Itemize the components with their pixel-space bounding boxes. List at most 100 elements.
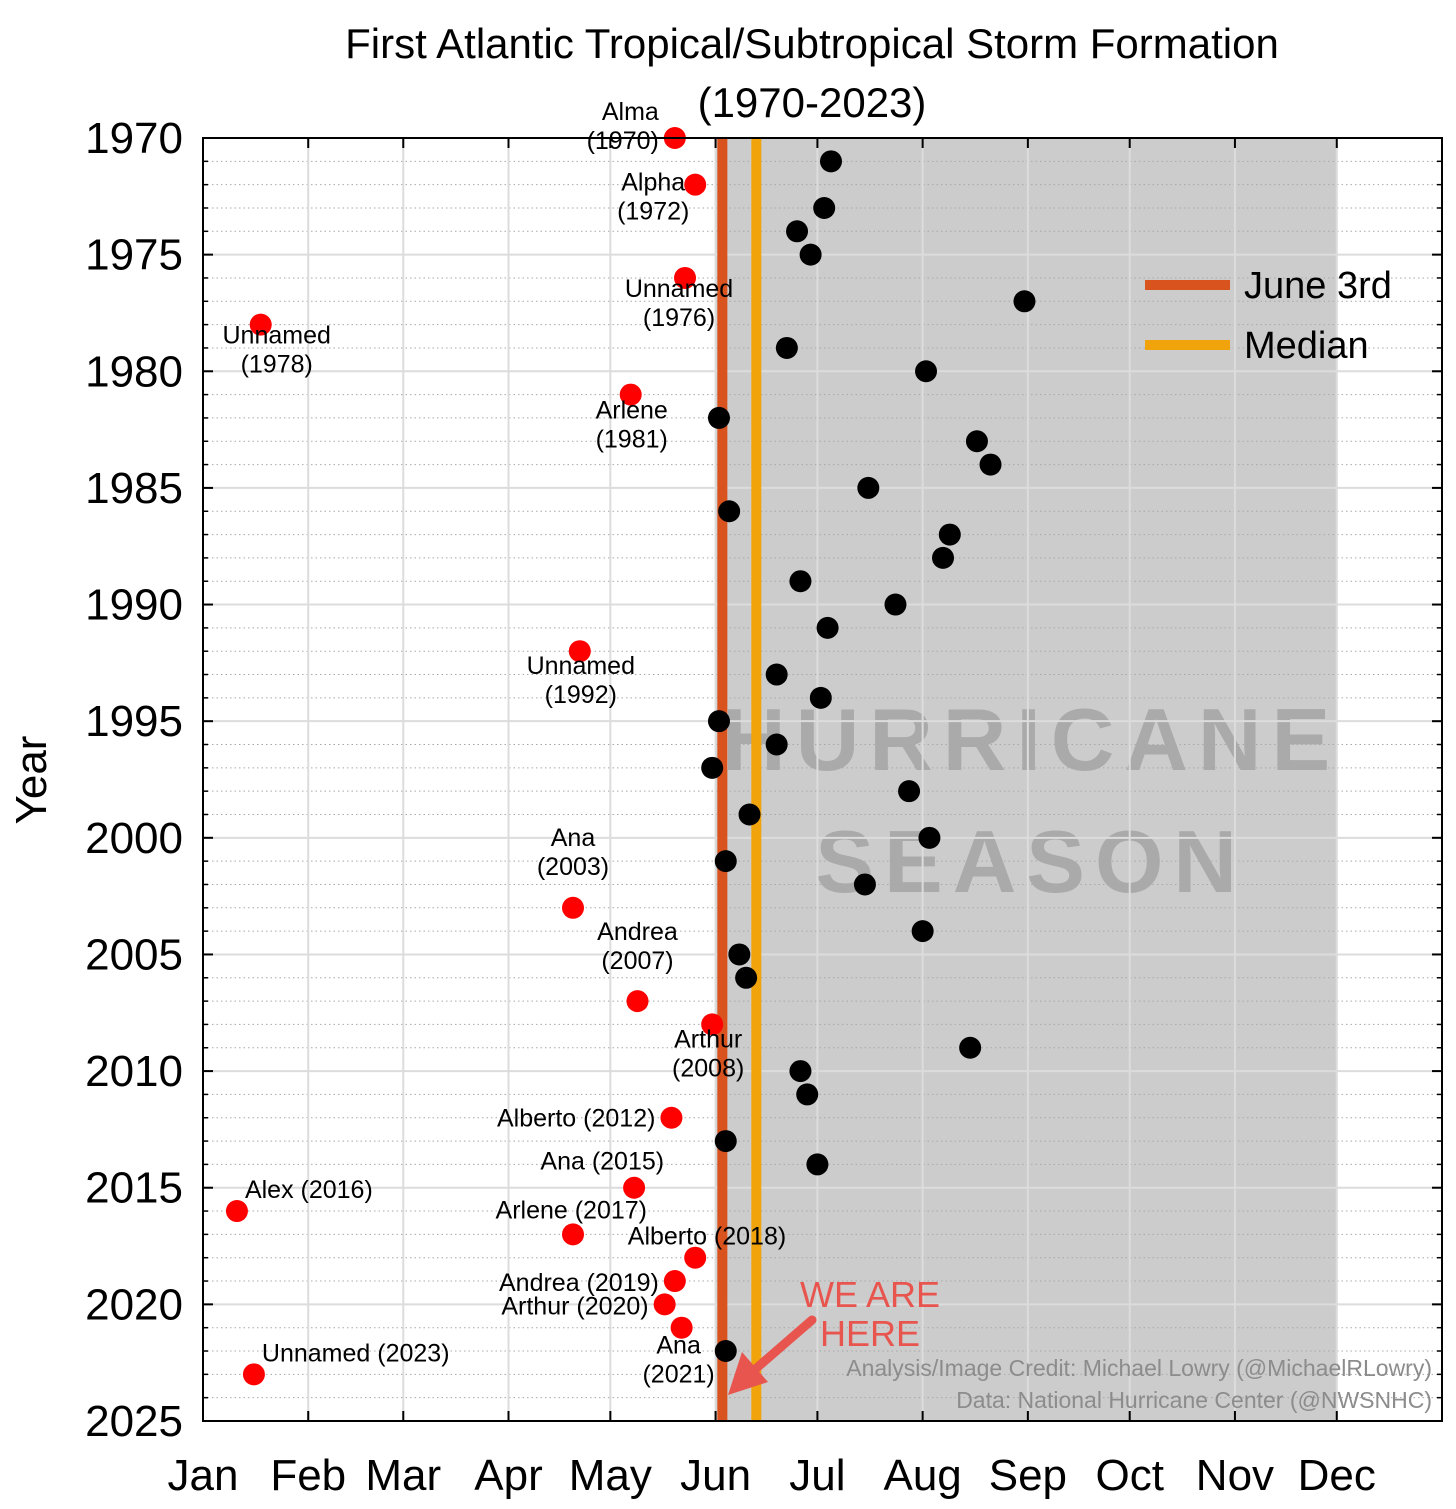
x-tick-label: Dec bbox=[1298, 1451, 1376, 1500]
point-label: Unnamed (1978) bbox=[223, 322, 331, 379]
data-point bbox=[707, 406, 730, 429]
data-point bbox=[932, 546, 955, 569]
y-tick-label: 2010 bbox=[85, 1047, 183, 1096]
data-point bbox=[249, 313, 272, 336]
y-tick-label: 2000 bbox=[85, 814, 183, 863]
data-point bbox=[568, 640, 591, 663]
data-point bbox=[684, 173, 707, 196]
data-point bbox=[626, 990, 649, 1013]
data-point bbox=[765, 733, 788, 756]
data-point bbox=[660, 1106, 683, 1129]
data-point bbox=[225, 1200, 248, 1223]
data-point bbox=[1013, 290, 1036, 313]
x-tick-label: Sep bbox=[989, 1451, 1067, 1500]
data-point bbox=[242, 1363, 265, 1386]
point-label: Andrea (2007) bbox=[597, 918, 678, 975]
y-tick-label: 1990 bbox=[85, 581, 183, 630]
data-point bbox=[562, 1223, 585, 1246]
data-point bbox=[684, 1246, 707, 1269]
point-label: Alberto (2018) bbox=[628, 1223, 786, 1251]
point-label: Alpha (1972) bbox=[617, 169, 689, 226]
hurricane-season-shade bbox=[715, 138, 1337, 1421]
point-label: Arlene (1981) bbox=[596, 397, 668, 454]
point-label: Alma (1970) bbox=[587, 98, 659, 155]
data-point bbox=[714, 1340, 737, 1363]
data-point bbox=[735, 966, 758, 989]
point-label: Unnamed (1976) bbox=[625, 275, 733, 332]
y-tick-label: 1995 bbox=[85, 697, 183, 746]
x-tick-label: Feb bbox=[270, 1451, 346, 1500]
point-label: Ana (2021) bbox=[642, 1332, 714, 1389]
data-point bbox=[915, 360, 938, 383]
data-point bbox=[918, 826, 941, 849]
data-point bbox=[623, 1176, 646, 1199]
y-tick-label: 2020 bbox=[85, 1280, 183, 1329]
data-point bbox=[789, 570, 812, 593]
data-point bbox=[674, 266, 697, 289]
y-tick-label: 2025 bbox=[85, 1397, 183, 1446]
annotation-arrow-head bbox=[728, 1352, 768, 1395]
y-tick-label: 1985 bbox=[85, 464, 183, 513]
data-point bbox=[738, 803, 761, 826]
data-point bbox=[718, 500, 741, 523]
data-point bbox=[786, 220, 809, 243]
x-tick-label: Aug bbox=[883, 1451, 961, 1500]
data-point bbox=[707, 710, 730, 733]
data-point bbox=[619, 383, 642, 406]
data-point bbox=[979, 453, 1002, 476]
data-point bbox=[663, 1270, 686, 1293]
point-label: Unnamed (2023) bbox=[262, 1339, 450, 1367]
annotation-arrow-shaft bbox=[747, 1315, 817, 1377]
data-point bbox=[789, 1060, 812, 1083]
x-tick-label: Nov bbox=[1196, 1451, 1274, 1500]
point-label: Alex (2016) bbox=[245, 1176, 373, 1204]
data-point bbox=[653, 1293, 676, 1316]
point-label: Unnamed (1992) bbox=[527, 652, 635, 709]
point-label: Arthur (2020) bbox=[501, 1292, 648, 1320]
point-label: Arthur (2008) bbox=[672, 1025, 744, 1082]
y-tick-label: 2015 bbox=[85, 1164, 183, 1213]
data-point bbox=[796, 1083, 819, 1106]
credit-text: Analysis/Image Credit: Michael Lowry (@M… bbox=[846, 1355, 1432, 1381]
data-point bbox=[701, 756, 724, 779]
data-point bbox=[959, 1036, 982, 1059]
point-label: Ana (2003) bbox=[537, 824, 609, 881]
annotation-text: WE ARE bbox=[800, 1274, 940, 1315]
data-point bbox=[898, 780, 921, 803]
data-point bbox=[806, 1153, 829, 1176]
data-point bbox=[884, 593, 907, 616]
data-point bbox=[714, 1130, 737, 1153]
x-tick-label: Oct bbox=[1095, 1451, 1163, 1500]
chart-title: First Atlantic Tropical/Subtropical Stor… bbox=[345, 20, 1279, 67]
y-tick-label: 2005 bbox=[85, 930, 183, 979]
data-point bbox=[813, 196, 836, 219]
data-point bbox=[816, 616, 839, 639]
data-point bbox=[857, 476, 880, 499]
data-point bbox=[819, 150, 842, 173]
data-point bbox=[938, 523, 961, 546]
y-axis-label: Year bbox=[7, 736, 56, 825]
data-point bbox=[714, 850, 737, 873]
plot-frame bbox=[202, 137, 1443, 1422]
data-point bbox=[670, 1316, 693, 1339]
data-point bbox=[911, 920, 934, 943]
x-tick-label: May bbox=[569, 1451, 652, 1500]
data-point bbox=[765, 663, 788, 686]
data-point bbox=[728, 943, 751, 966]
y-tick-label: 1975 bbox=[85, 231, 183, 280]
y-tick-label: 1980 bbox=[85, 347, 183, 396]
chart-subtitle: (1970-2023) bbox=[698, 79, 927, 126]
data-point bbox=[562, 896, 585, 919]
data-point bbox=[853, 873, 876, 896]
data-point bbox=[775, 336, 798, 359]
data-point bbox=[965, 430, 988, 453]
legend-label: Median bbox=[1244, 325, 1369, 367]
point-label: Andrea (2019) bbox=[499, 1269, 659, 1297]
data-point bbox=[809, 686, 832, 709]
point-label: Ana (2015) bbox=[540, 1148, 664, 1176]
point-label: Alberto (2012) bbox=[497, 1105, 655, 1133]
x-tick-label: Apr bbox=[474, 1451, 542, 1500]
legend-label: June 3rd bbox=[1244, 265, 1392, 307]
x-tick-label: Jan bbox=[168, 1451, 239, 1500]
